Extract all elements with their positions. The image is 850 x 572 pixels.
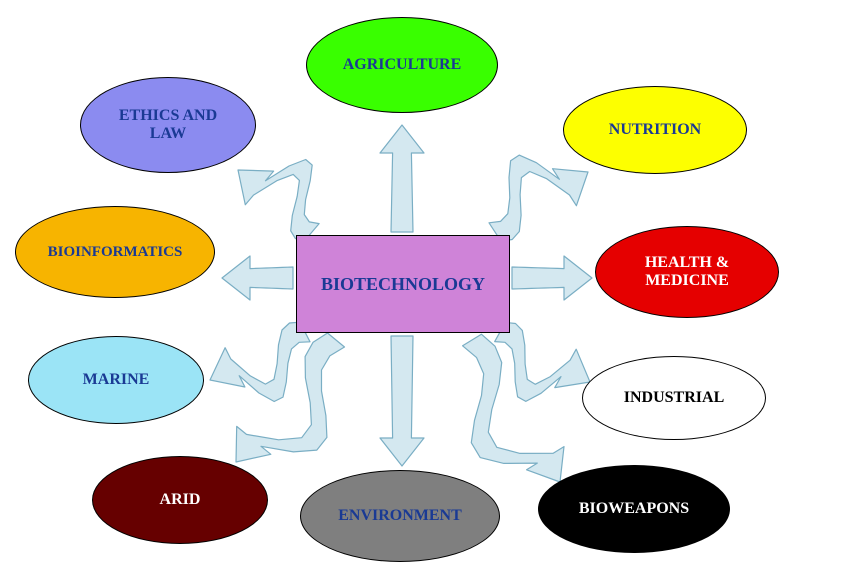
node-label: ARID [160,491,201,509]
node-environment: ENVIRONMENT [300,470,500,562]
node-nutrition: NUTRITION [563,86,747,174]
arrow-to-agriculture [380,125,424,232]
arrow-to-health [512,256,592,300]
node-label: HEALTH & MEDICINE [645,254,729,289]
diagram-stage: BIOTECHNOLOGY AGRICULTURE NUTRITION HEALTH … [0,0,850,572]
center-label: BIOTECHNOLOGY [321,274,485,295]
node-label: MARINE [83,371,150,389]
node-label: BIOWEAPONS [579,500,689,518]
node-label: ENVIRONMENT [338,507,462,525]
node-bioweapons: BIOWEAPONS [538,465,730,553]
arrow-to-bioweapons [463,334,564,482]
arrow-to-industrial [495,322,590,401]
arrow-to-marine [210,322,310,401]
arrow-to-arid [236,333,345,462]
node-label: ETHICS AND LAW [119,107,217,142]
node-label: NUTRITION [609,121,701,139]
arrow-to-ethics [238,160,319,241]
node-health: HEALTH & MEDICINE [595,226,779,318]
node-ethics: ETHICS AND LAW [80,77,256,173]
center-biotechnology: BIOTECHNOLOGY [296,235,510,333]
node-agriculture: AGRICULTURE [306,17,498,113]
node-label: AGRICULTURE [343,56,462,74]
node-marine: MARINE [28,336,204,424]
node-arid: ARID [92,456,268,544]
node-industrial: INDUSTRIAL [582,356,766,440]
node-label: INDUSTRIAL [624,389,724,407]
arrow-to-bioinformatics [222,256,293,300]
node-label: BIOINFORMATICS [48,244,183,261]
node-bioinformatics: BIOINFORMATICS [15,206,215,298]
arrow-to-environment [380,336,424,466]
arrow-to-nutrition [489,155,588,241]
